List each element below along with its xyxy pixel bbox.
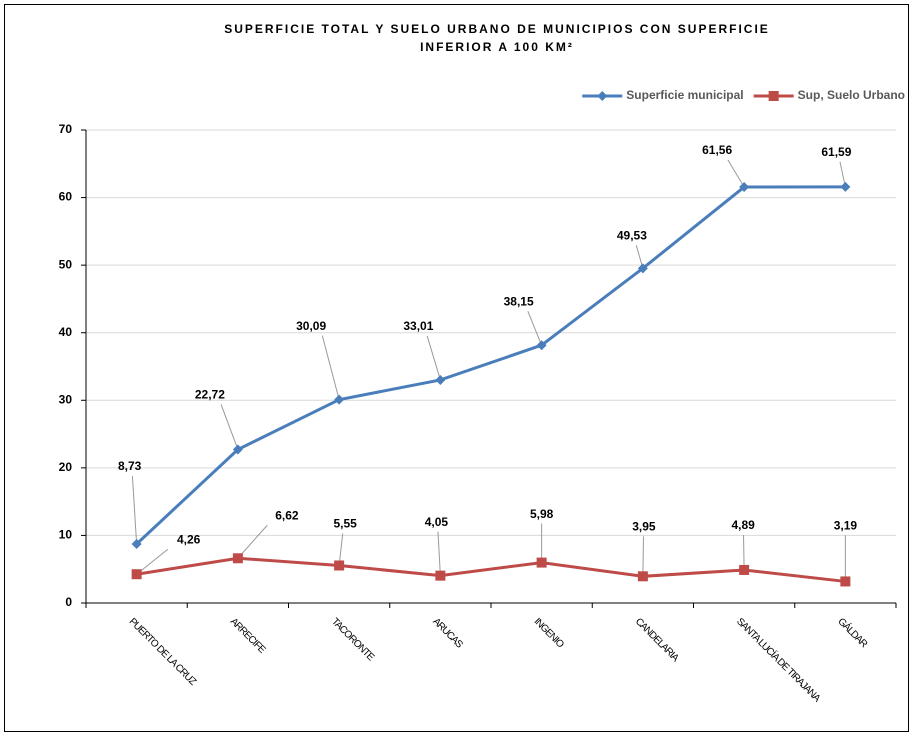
y-tick-label: 20 — [59, 460, 73, 474]
legend-marker — [597, 91, 608, 101]
data-label: 5,98 — [530, 507, 554, 521]
data-point — [536, 557, 547, 568]
data-label: 4,89 — [731, 518, 755, 532]
leader-line — [338, 533, 344, 566]
data-point — [131, 539, 142, 550]
data-point — [334, 560, 345, 571]
legend-label: Sup, Suelo Urbano — [798, 88, 905, 102]
data-label: 61,59 — [821, 145, 851, 159]
data-point — [840, 576, 851, 587]
leader-line — [321, 335, 340, 400]
data-point — [739, 564, 750, 575]
data-point — [637, 263, 648, 274]
leader-line — [527, 311, 543, 346]
data-label: 49,53 — [617, 228, 647, 242]
series-line — [135, 185, 846, 546]
data-point — [232, 553, 243, 564]
data-label: 4,26 — [177, 532, 201, 546]
series-line — [136, 556, 846, 583]
y-tick-label: 40 — [59, 325, 73, 339]
chart-title: SUPERFICIE TOTAL Y SUELO URBANO DE MUNIC… — [224, 22, 770, 36]
data-point — [637, 571, 648, 582]
data-label: 38,15 — [504, 294, 534, 308]
leader-line — [743, 534, 745, 570]
data-point — [435, 374, 446, 385]
data-label: 8,73 — [118, 459, 142, 473]
data-label: 5,55 — [333, 517, 357, 531]
data-label: 61,56 — [702, 143, 732, 157]
y-tick-label: 10 — [59, 528, 73, 542]
data-point — [536, 340, 547, 351]
leader-line — [426, 335, 441, 381]
data-label: 3,95 — [632, 519, 656, 533]
chart-frame — [4, 4, 909, 732]
leader-line — [136, 548, 169, 575]
data-point — [131, 569, 142, 580]
leader-line — [437, 531, 441, 576]
leader-line — [727, 159, 745, 188]
y-tick-label: 60 — [59, 190, 73, 204]
data-label: 6,62 — [275, 508, 299, 522]
data-label: 4,05 — [425, 515, 449, 529]
y-tick-label: 50 — [59, 257, 73, 271]
leader-line — [642, 536, 644, 577]
data-label: 33,01 — [403, 319, 433, 333]
legend-label: Superficie municipal — [626, 88, 743, 102]
leader-line — [131, 475, 138, 545]
data-point — [840, 181, 851, 192]
y-tick-label: 30 — [59, 392, 73, 406]
leader-line — [839, 161, 846, 187]
data-label: 22,72 — [195, 388, 225, 402]
data-point — [334, 394, 345, 405]
data-point — [435, 570, 446, 581]
y-tick-label: 70 — [59, 122, 73, 136]
data-label: 30,09 — [296, 319, 326, 333]
leader-line — [237, 524, 268, 559]
leader-line — [220, 404, 239, 450]
y-tick-label: 0 — [65, 595, 72, 609]
chart-title: INFERIOR A 100 KM² — [420, 40, 574, 54]
data-point — [232, 444, 243, 455]
legend-marker — [768, 91, 779, 101]
data-label: 3,19 — [834, 519, 858, 533]
data-point — [739, 182, 750, 193]
